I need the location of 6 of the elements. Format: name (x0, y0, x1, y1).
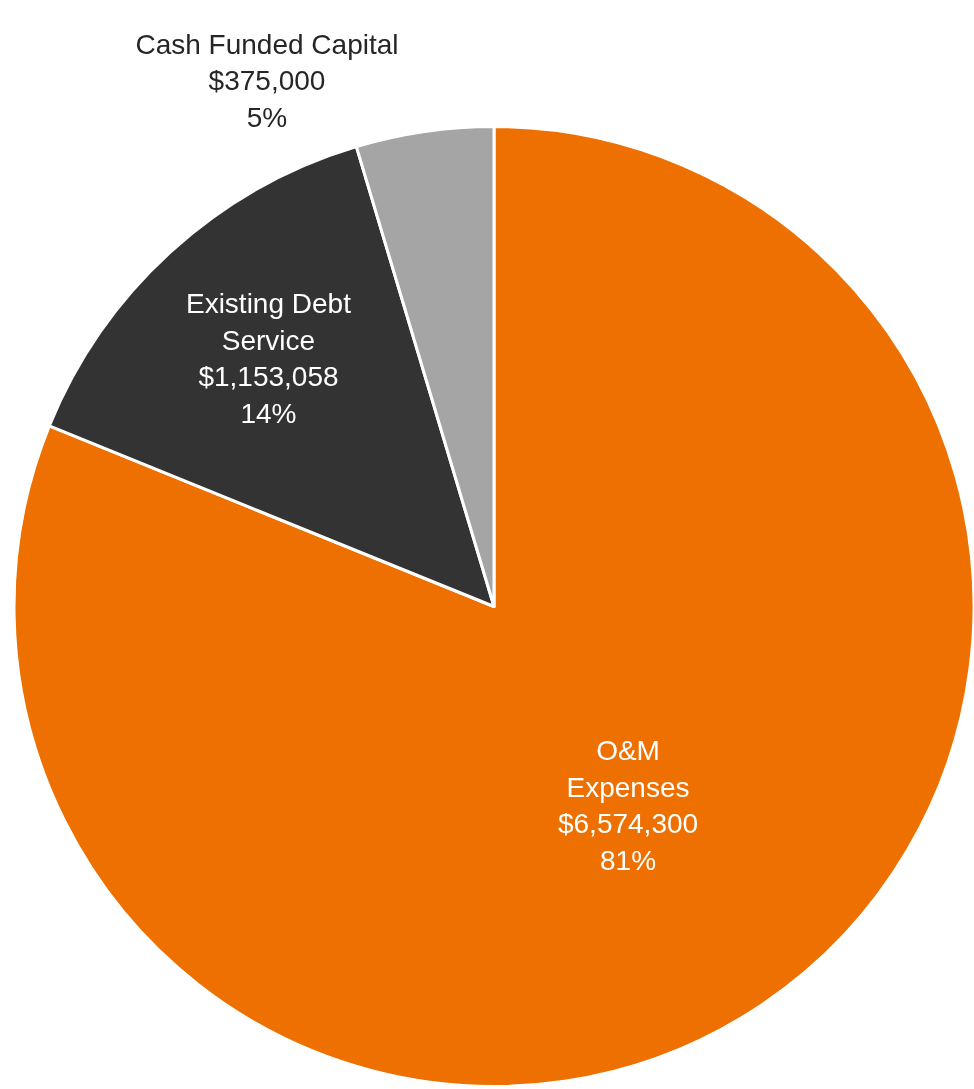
slice-label: Existing Debt Service (185, 288, 352, 356)
data-label: $375,000 5% (208, 65, 326, 133)
slice-label: Cash Funded Capital (135, 28, 399, 60)
slice-label: O&M Expenses (566, 735, 690, 803)
data-label: $1,153,058 14% (198, 361, 339, 429)
data-label: $6,574,300 81% (557, 808, 699, 876)
